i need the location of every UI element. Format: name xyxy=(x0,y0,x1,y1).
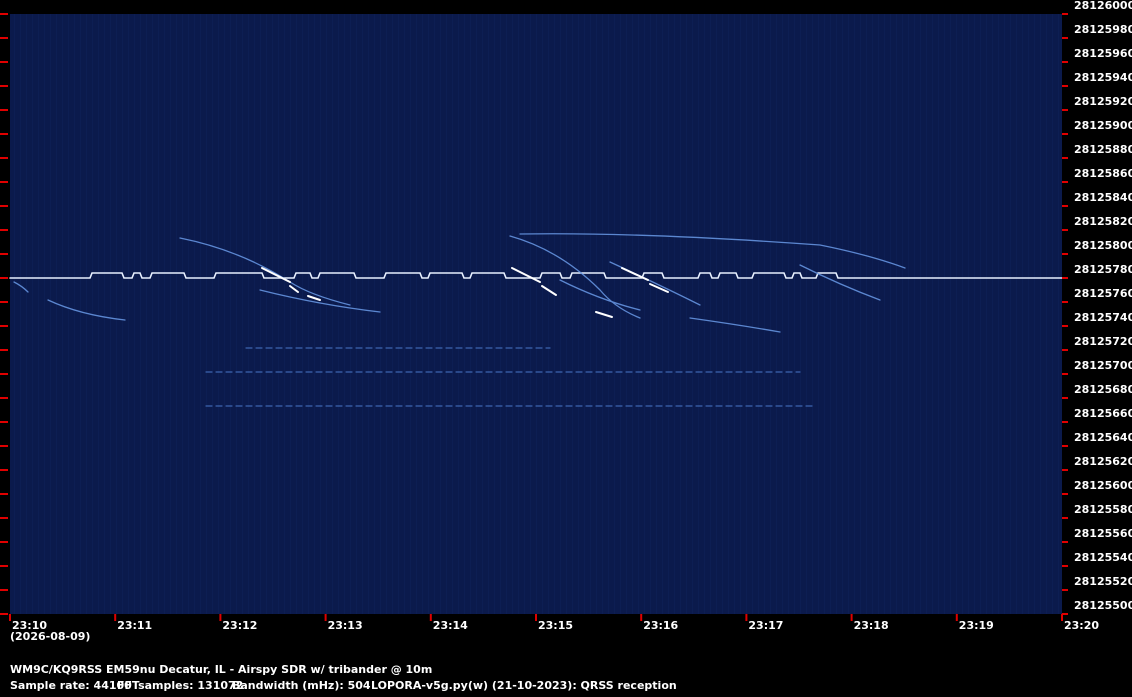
waterfall xyxy=(10,14,1062,614)
y-tick-label: 28125800 xyxy=(1074,239,1132,252)
y-tick-label: 28125680 xyxy=(1074,383,1132,396)
y-tick-label: 28125740 xyxy=(1074,311,1132,324)
x-tick-label: 23:14 xyxy=(433,619,468,632)
y-tick-label: 28125620 xyxy=(1074,455,1132,468)
footer-item: FFTsamples: 131072 xyxy=(117,679,243,692)
y-tick-label: 28125760 xyxy=(1074,287,1132,300)
date-label: (2026-08-09) xyxy=(10,630,90,643)
y-tick-label: 28125560 xyxy=(1074,527,1132,540)
y-tick-label: 28126000 xyxy=(1074,0,1132,12)
y-tick-label: 28125780 xyxy=(1074,263,1132,276)
y-tick-label: 28125520 xyxy=(1074,575,1132,588)
y-tick-label: 28125600 xyxy=(1074,479,1132,492)
footer-item: Bandwidth (mHz): 504 xyxy=(232,679,371,692)
x-tick-label: 23:19 xyxy=(959,619,994,632)
y-tick-label: 28125980 xyxy=(1074,23,1132,36)
y-tick-label: 28125820 xyxy=(1074,215,1132,228)
y-tick-label: 28125900 xyxy=(1074,119,1132,132)
footer-item: LOPORA-v5g.py(w) (21-10-2023): QRSS rece… xyxy=(371,679,677,692)
y-tick-label: 28125920 xyxy=(1074,95,1132,108)
x-tick-label: 23:16 xyxy=(643,619,678,632)
x-tick-label: 23:18 xyxy=(854,619,889,632)
signal-traces xyxy=(9,233,1063,407)
footer-item: Sample rate: 44100 xyxy=(10,679,132,692)
x-tick-label: 23:12 xyxy=(222,619,257,632)
y-tick-label: 28125840 xyxy=(1074,191,1132,204)
y-tick-label: 28125660 xyxy=(1074,407,1132,420)
x-tick-label: 23:13 xyxy=(328,619,363,632)
y-tick-label: 28125860 xyxy=(1074,167,1132,180)
y-tick-label: 28125540 xyxy=(1074,551,1132,564)
x-tick-label: 23:15 xyxy=(538,619,573,632)
y-tick-label: 28125720 xyxy=(1074,335,1132,348)
y-tick-label: 28125640 xyxy=(1074,431,1132,444)
x-tick-label: 23:10 xyxy=(12,619,47,632)
x-tick-label: 23:11 xyxy=(117,619,152,632)
y-tick-label: 28125700 xyxy=(1074,359,1132,372)
x-tick-label: 23:20 xyxy=(1064,619,1099,632)
y-tick-label: 28125960 xyxy=(1074,47,1132,60)
y-tick-label: 28125880 xyxy=(1074,143,1132,156)
y-tick-label: 28125500 xyxy=(1074,599,1132,612)
x-tick-label: 23:17 xyxy=(748,619,783,632)
y-tick-label: 28125580 xyxy=(1074,503,1132,516)
footer-title: WM9C/KQ9RSS EM59nu Decatur, IL - Airspy … xyxy=(10,663,432,676)
y-tick-label: 28125940 xyxy=(1074,71,1132,84)
